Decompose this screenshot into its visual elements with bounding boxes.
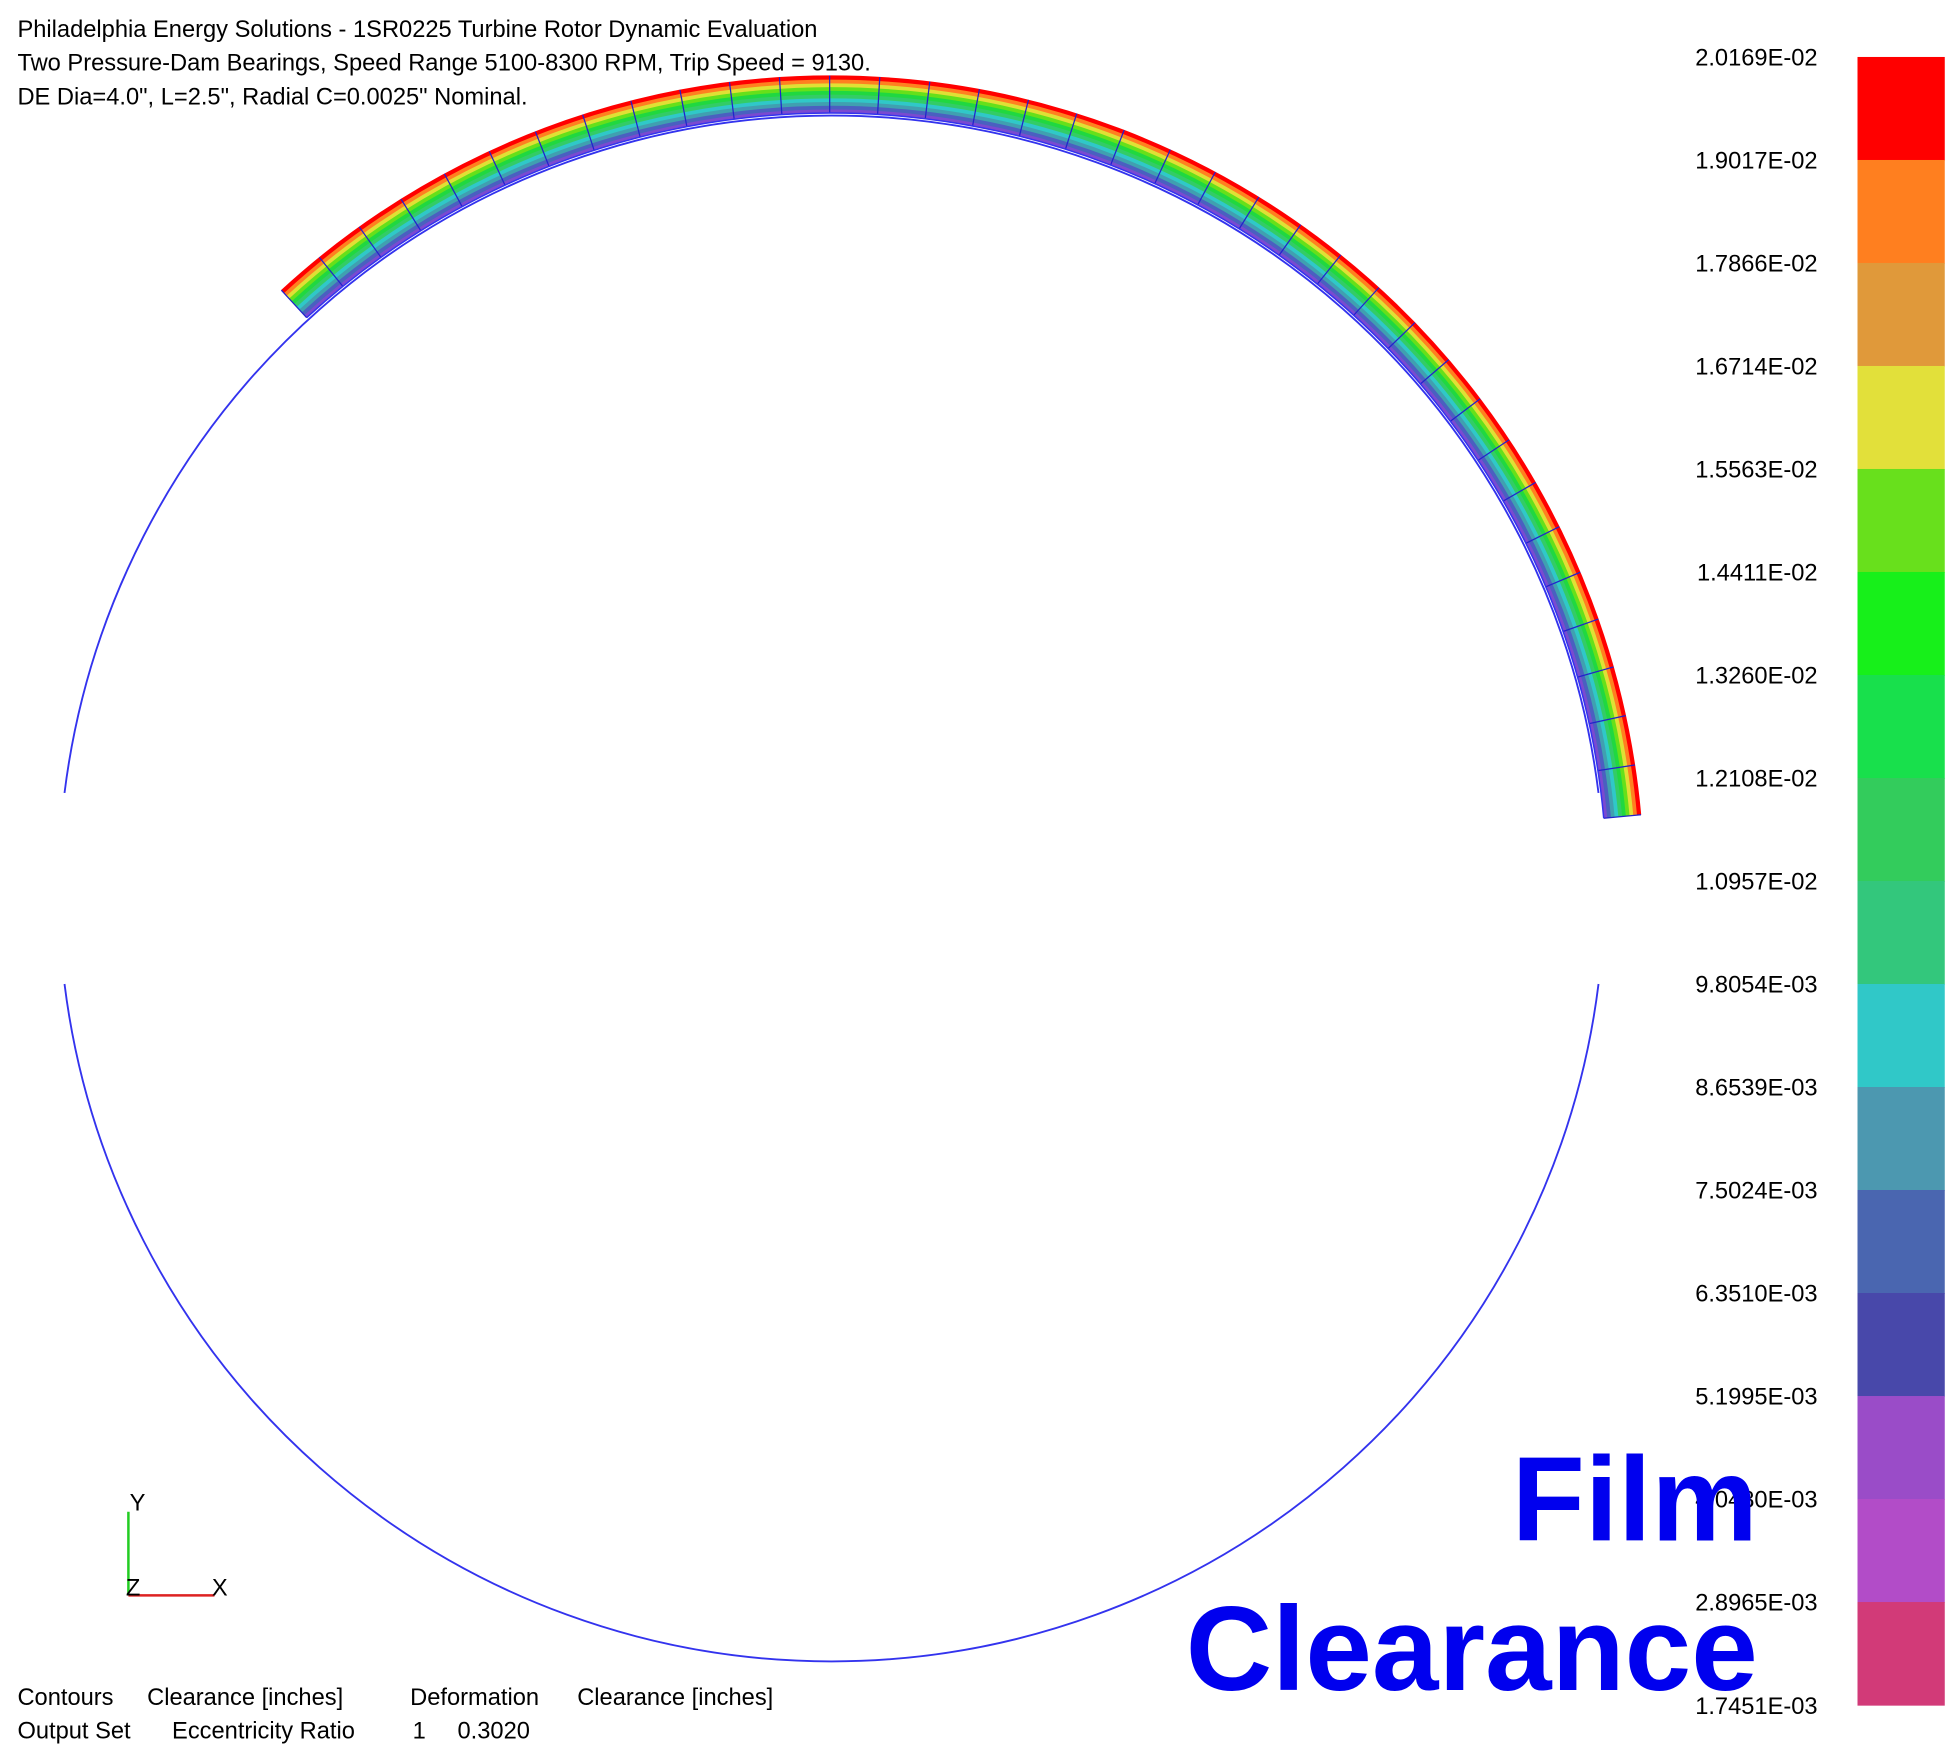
element-edge: [728, 82, 735, 120]
legend-swatch: [1857, 262, 1945, 367]
legend-label: 1.7451E-03: [1695, 1694, 1817, 1720]
element-edge: [1197, 171, 1216, 206]
element-edge: [534, 131, 550, 167]
legend-label: 4.0480E-03: [1695, 1488, 1817, 1514]
legend-swatch: [1857, 468, 1945, 573]
legend-label: 8.6539E-03: [1695, 1076, 1817, 1102]
legend-label: 1.6714E-02: [1695, 355, 1817, 381]
footer-text: Contours: [17, 1685, 113, 1711]
triad-label: X: [212, 1575, 228, 1601]
element-edge: [1525, 526, 1560, 544]
element-edge: [358, 226, 382, 258]
legend-swatch: [1857, 880, 1945, 985]
legend-swatch: [1857, 674, 1945, 779]
journal-outline: [63, 983, 1600, 1663]
footer-text: Eccentricity Ratio: [172, 1719, 355, 1745]
element-edge: [1018, 99, 1030, 137]
element-edge: [1419, 359, 1450, 385]
element-edge: [1353, 287, 1380, 316]
header-line: Philadelphia Energy Solutions - 1SR0225 …: [17, 17, 817, 43]
header-line: Two Pressure-Dam Bearings, Speed Range 5…: [17, 51, 870, 77]
legend: 2.0169E-02 1.9017E-02 1.7866E-02 1.6714E-02…: [1695, 46, 1945, 1720]
element-edge: [1545, 571, 1581, 588]
legend-swatch: [1857, 1499, 1945, 1603]
legend-label: 1.4411E-02: [1697, 561, 1818, 587]
legend-label: 1.7866E-02: [1695, 252, 1817, 278]
element-edge: [582, 114, 595, 151]
element-edge: [1502, 481, 1536, 502]
element-edge: [924, 81, 931, 119]
element-edge: [971, 89, 981, 127]
legend-label: 2.0169E-02: [1695, 46, 1817, 72]
element-edge: [280, 289, 308, 319]
footer-text: Clearance [inches]: [147, 1685, 343, 1711]
element-edge: [1238, 196, 1260, 230]
legend-swatch: [1857, 1190, 1945, 1294]
header-line: DE Dia=4.0", L=2.5", Radial C=0.0025" No…: [17, 84, 527, 110]
element-edge: [488, 150, 506, 186]
legend-label: 7.5024E-03: [1695, 1179, 1817, 1205]
element-edge: [1387, 322, 1416, 350]
legend-label: 9.8054E-03: [1695, 973, 1817, 999]
legend-swatch: [1857, 1087, 1945, 1191]
element-edge: [1064, 113, 1078, 150]
element-edge: [1477, 439, 1510, 461]
footer-text: Output Set: [17, 1719, 131, 1745]
overlay-title: Film: [1512, 1433, 1758, 1566]
overlay-title: Clearance: [1186, 1583, 1758, 1716]
legend-label: 1.3260E-02: [1695, 664, 1817, 690]
legend-swatch: [1857, 159, 1945, 264]
element-edge: [318, 256, 344, 287]
legend-label: 1.2108E-02: [1695, 767, 1817, 793]
legend-label: 6.3510E-03: [1695, 1282, 1817, 1308]
element-edge: [876, 77, 881, 115]
journal-outline: [63, 114, 1600, 794]
element-edge: [443, 173, 463, 207]
element-edge: [1577, 666, 1614, 678]
legend-label: 1.0957E-02: [1695, 870, 1817, 896]
element-edge: [679, 89, 688, 127]
element-edge: [400, 198, 422, 232]
element-edge: [1278, 224, 1302, 256]
legend-label: 2.8965E-03: [1695, 1591, 1817, 1617]
legend-swatch: [1857, 365, 1945, 470]
legend-label: 5.1995E-03: [1695, 1385, 1817, 1411]
legend-swatch: [1857, 1602, 1945, 1706]
triad-label: Z: [126, 1575, 140, 1601]
legend-swatch: [1857, 1396, 1945, 1500]
band-edge: [306, 112, 1605, 819]
element-edge: [1154, 149, 1171, 184]
legend-label: 1.5563E-02: [1695, 458, 1817, 484]
legend-swatch: [1857, 777, 1945, 882]
element-edge: [1562, 618, 1599, 633]
legend-swatch: [1857, 1293, 1945, 1397]
legend-swatch: [1857, 56, 1945, 161]
footer-text: 0.3020: [458, 1719, 530, 1745]
element-edge: [1597, 764, 1635, 772]
element-edge: [1110, 129, 1125, 166]
legend-swatch: [1857, 571, 1945, 676]
element-edge: [1603, 814, 1642, 819]
element-edge: [1450, 398, 1481, 422]
footer-text: Clearance [inches]: [577, 1685, 773, 1711]
element-edge: [1589, 715, 1626, 725]
model: [63, 75, 1642, 1663]
footer-text: 1: [413, 1719, 426, 1745]
footer-text: Deformation: [410, 1685, 539, 1711]
legend-swatch: [1857, 983, 1945, 1088]
triad-label: Y: [130, 1491, 146, 1517]
legend-label: 1.9017E-02: [1695, 149, 1817, 175]
element-edge: [778, 77, 783, 115]
element-edge: [1316, 254, 1342, 285]
element-edge: [630, 100, 641, 138]
